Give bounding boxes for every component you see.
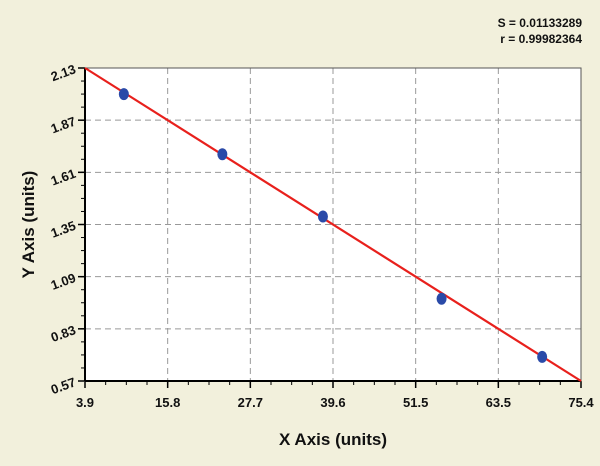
y-tick-label: 2.13	[49, 61, 78, 84]
y-tick-label: 1.09	[49, 270, 78, 293]
y-tick-label: 0.83	[49, 322, 78, 345]
s-annotation: S = 0.01133289	[497, 16, 582, 30]
x-tick-label: 39.6	[320, 395, 345, 410]
x-tick-label: 27.7	[238, 395, 263, 410]
fit-line	[84, 67, 582, 382]
x-tick-label: 63.5	[486, 395, 511, 410]
data-point	[537, 350, 548, 363]
x-tick-label: 75.4	[568, 395, 594, 410]
y-tick-label: 0.57	[49, 374, 78, 397]
x-tick-label: 15.8	[155, 395, 180, 410]
r-annotation: r = 0.99982364	[500, 32, 582, 46]
data-point	[317, 210, 328, 223]
data-point	[118, 88, 129, 101]
y-tick-label: 1.87	[49, 114, 78, 137]
y-axis-label: Y Axis (units)	[19, 171, 38, 279]
data-point	[217, 148, 228, 161]
x-tick-label: 51.5	[403, 395, 428, 410]
x-axis-label: X Axis (units)	[279, 430, 387, 449]
y-tick-label: 1.35	[49, 218, 78, 241]
y-tick-label: 1.61	[49, 166, 78, 189]
x-tick-label: 3.9	[76, 395, 94, 410]
data-point	[436, 292, 447, 305]
